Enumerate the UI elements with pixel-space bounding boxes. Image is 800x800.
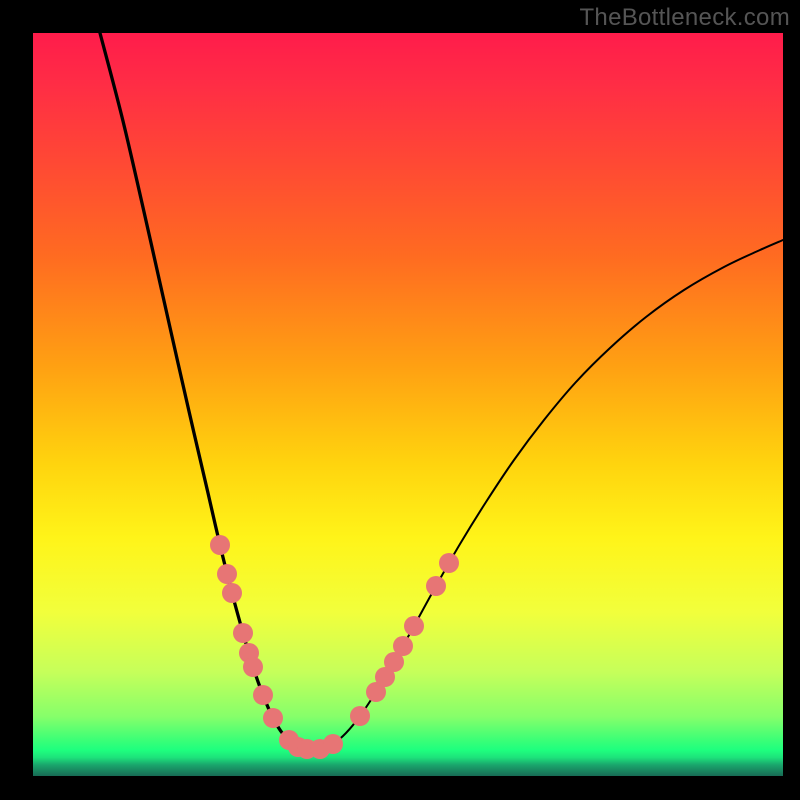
data-marker <box>350 706 370 726</box>
data-marker <box>263 708 283 728</box>
data-marker <box>253 685 273 705</box>
data-marker <box>222 583 242 603</box>
chart-container: TheBottleneck.com <box>0 0 800 800</box>
data-marker <box>439 553 459 573</box>
watermark-text: TheBottleneck.com <box>579 4 790 32</box>
data-marker <box>393 636 413 656</box>
data-marker <box>426 576 446 596</box>
plot-area <box>33 33 783 776</box>
chart-svg <box>0 0 800 800</box>
data-marker <box>243 657 263 677</box>
data-marker <box>404 616 424 636</box>
data-marker <box>233 623 253 643</box>
data-marker <box>210 535 230 555</box>
data-marker <box>323 734 343 754</box>
data-marker <box>217 564 237 584</box>
